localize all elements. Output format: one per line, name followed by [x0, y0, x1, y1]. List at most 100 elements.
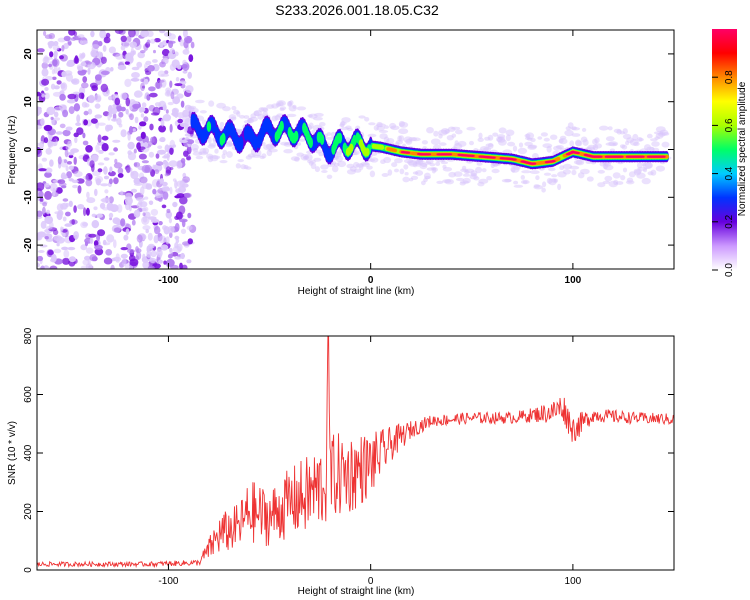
signal-halo: [236, 111, 241, 117]
noise-speckle: [44, 87, 49, 91]
noise-speckle: [150, 136, 155, 144]
signal-halo: [199, 110, 207, 114]
noise-speckle: [97, 168, 103, 173]
noise-speckle: [82, 259, 90, 266]
noise-speckle: [169, 147, 174, 155]
noise-speckle: [108, 46, 116, 54]
noise-speckle: [167, 253, 173, 259]
noise-speckle: [125, 108, 129, 115]
noise-speckle: [51, 69, 56, 75]
y-tick-label: -20: [23, 237, 34, 252]
signal-halo: [473, 176, 480, 181]
noise-speckle: [122, 257, 127, 267]
noise-speckle: [120, 129, 127, 138]
noise-speckle: [105, 32, 111, 38]
signal-halo: [262, 107, 269, 113]
noise-speckle: [91, 44, 100, 49]
noise-speckle: [150, 38, 156, 44]
noise-speckle: [146, 250, 152, 258]
noise-speckle: [146, 39, 151, 45]
signal-halo: [542, 181, 547, 188]
noise-speckle: [167, 101, 174, 106]
noise-speckle: [68, 151, 75, 155]
signal-halo: [415, 170, 424, 176]
signal-halo: [326, 132, 332, 136]
signal-halo: [314, 112, 324, 117]
noise-speckle: [112, 217, 120, 225]
noise-speckle: [68, 256, 76, 263]
noise-speckle: [80, 221, 88, 229]
noise-speckle: [120, 45, 126, 51]
signal-halo: [581, 127, 587, 132]
snr-ticks: -100 0 100 0 200 400 600 800: [23, 327, 674, 587]
signal-halo: [308, 122, 314, 129]
noise-speckle: [77, 204, 85, 210]
noise-speckle: [187, 238, 193, 245]
noise-speckle: [88, 233, 97, 238]
noise-speckle: [94, 94, 102, 103]
colorbar-tick-label: 0.0: [724, 263, 735, 277]
signal-halo: [604, 175, 613, 182]
noise-speckle: [162, 104, 167, 111]
noise-speckle: [45, 148, 53, 155]
signal-halo: [582, 139, 589, 146]
signal-halo: [369, 170, 376, 178]
signal-cell: [211, 118, 216, 134]
signal-halo: [283, 149, 293, 154]
signal-halo: [277, 101, 284, 107]
signal-cell: [337, 132, 343, 144]
noise-speckle: [44, 183, 50, 188]
noise-speckle: [144, 63, 148, 70]
noise-speckle: [142, 216, 148, 223]
signal-halo: [612, 142, 617, 146]
noise-speckle: [103, 257, 113, 265]
noise-speckle: [108, 212, 114, 218]
signal-halo: [646, 133, 653, 139]
noise-speckle: [77, 34, 85, 39]
signal-halo: [230, 116, 237, 121]
noise-speckle: [150, 218, 160, 223]
noise-speckle: [57, 156, 62, 165]
noise-speckle: [186, 139, 195, 145]
noise-speckle: [82, 76, 88, 83]
signal-halo: [259, 155, 265, 160]
signal-halo: [383, 156, 392, 164]
noise-speckle: [179, 80, 187, 85]
noise-speckle: [169, 123, 173, 133]
noise-speckle: [40, 265, 45, 269]
noise-speckle: [145, 70, 152, 75]
noise-speckle: [37, 146, 41, 155]
noise-speckle: [97, 134, 102, 143]
signal-halo: [243, 115, 250, 119]
noise-speckle: [150, 112, 160, 116]
noise-speckle: [64, 223, 73, 227]
signal-cell: [470, 154, 475, 157]
signal-halo: [513, 184, 524, 188]
noise-speckle: [100, 83, 109, 93]
signal-cell: [239, 136, 244, 151]
noise-speckle: [101, 143, 109, 152]
noise-speckle: [94, 244, 103, 250]
signal-halo: [325, 136, 336, 140]
signal-halo: [616, 181, 624, 185]
noise-speckle: [148, 151, 155, 158]
noise-speckle: [110, 107, 118, 115]
noise-speckle: [130, 50, 135, 57]
noise-speckle: [117, 167, 124, 175]
noise-speckle: [138, 125, 142, 130]
noise-speckle: [117, 64, 127, 71]
signal-halo: [433, 144, 441, 150]
noise-speckle: [44, 171, 52, 178]
noise-speckle: [62, 232, 66, 238]
noise-speckle: [38, 168, 47, 172]
signal-halo: [367, 133, 377, 138]
colorbar-tick-label: 0.2: [724, 214, 735, 228]
noise-speckle: [166, 208, 171, 214]
noise-speckle: [60, 226, 64, 232]
x-tick-label: 0: [368, 275, 374, 286]
signal-halo: [530, 137, 536, 143]
noise-speckle: [44, 34, 53, 39]
noise-speckle: [150, 208, 159, 216]
noise-speckle: [120, 218, 126, 227]
signal-halo: [453, 171, 463, 177]
